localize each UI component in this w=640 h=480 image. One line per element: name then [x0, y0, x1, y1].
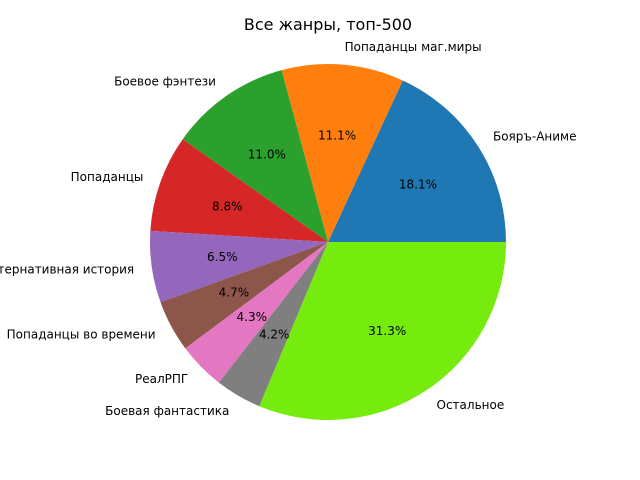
category-label: Попаданцы	[71, 170, 144, 184]
pie-slice-боевое-фэнтези	[182, 70, 328, 242]
pie-slice-реалрпг	[185, 242, 328, 383]
percent-label: 11.1%	[318, 129, 356, 143]
category-label: Боевое фэнтези	[114, 74, 216, 88]
pie-slice-остальное	[259, 242, 506, 421]
pie-slice-боевая-фантастика	[218, 242, 328, 407]
pie-slice-бояръ-аниме	[328, 80, 506, 242]
percent-label: 4.7%	[219, 286, 250, 300]
category-label: РеалРПГ	[135, 372, 188, 386]
pie-slice-альтернативная-история	[149, 230, 328, 303]
category-label: Попаданцы во времени	[7, 328, 156, 342]
chart-title: Все жанры, топ-500	[244, 15, 412, 34]
category-label: Боевая фантастика	[105, 404, 229, 418]
percent-label: 18.1%	[399, 177, 437, 191]
percent-label: 6.5%	[207, 250, 238, 264]
percent-label: 4.3%	[237, 310, 268, 324]
category-labels: Бояръ-Аниме Попаданцы маг.миры Боевое фэнт…	[0, 40, 577, 418]
percent-label: 11.0%	[248, 147, 286, 161]
pie-slice-попаданцы-во-времени	[160, 242, 328, 349]
pie-slices	[149, 63, 506, 421]
percent-label: 4.2%	[259, 327, 290, 341]
percent-label: 8.8%	[212, 199, 243, 213]
category-label: Попаданцы маг.миры	[345, 40, 482, 54]
percent-labels: 18.1% 11.1% 11.0% 8.8% 6.5% 4.7% 4.3% 4.2% 31.3%	[207, 129, 437, 342]
category-label: Бояръ-Аниме	[493, 130, 577, 144]
category-label: Альтернативная история	[0, 263, 134, 277]
pie-slice-попаданцы-маг-миры	[281, 63, 403, 242]
pie-slice-попаданцы	[150, 139, 328, 242]
percent-label: 31.3%	[368, 324, 406, 338]
category-label: Остальное	[437, 398, 505, 412]
